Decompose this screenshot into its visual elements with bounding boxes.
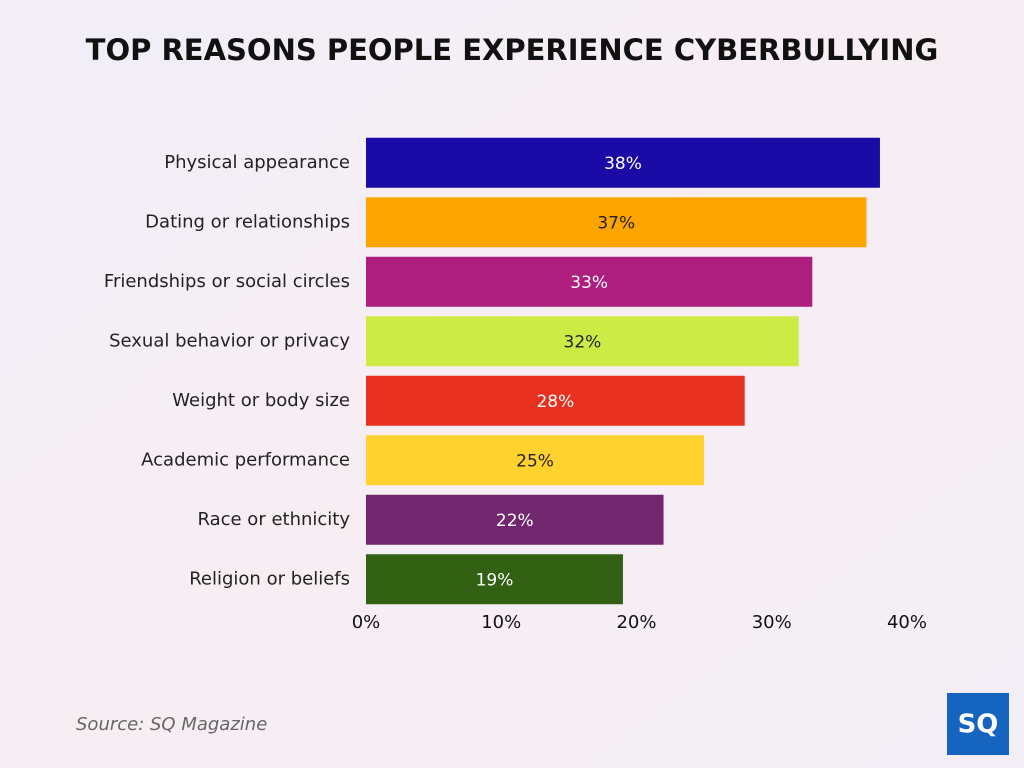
y-tick-label: Religion or beliefs: [189, 568, 350, 589]
bar: [366, 554, 623, 605]
y-tick-label: Physical appearance: [164, 152, 350, 173]
value-label: 19%: [476, 570, 514, 590]
chart-title: TOP REASONS PEOPLE EXPERIENCE CYBERBULLY…: [86, 33, 939, 67]
value-label: 32%: [564, 332, 602, 352]
x-tick-label: 30%: [752, 612, 792, 633]
y-tick-label: Friendships or social circles: [104, 271, 350, 292]
y-tick-label: Weight or body size: [172, 390, 350, 411]
value-label: 33%: [570, 273, 608, 293]
value-label: 28%: [536, 392, 574, 412]
bar: [366, 197, 867, 248]
x-tick-label: 40%: [887, 612, 927, 633]
value-label: 37%: [597, 213, 635, 233]
logo-box: [947, 693, 1009, 755]
y-tick-label: Race or ethnicity: [197, 509, 350, 530]
x-tick-label: 10%: [481, 612, 521, 633]
y-tick-label: Sexual behavior or privacy: [109, 330, 350, 351]
bar: [366, 137, 880, 188]
x-tick-label: 0%: [352, 612, 381, 633]
y-tick-label: Dating or relationships: [145, 211, 350, 232]
value-label: 22%: [496, 511, 534, 531]
bar: [366, 375, 745, 426]
logo: SQ: [958, 710, 999, 740]
bar: [366, 316, 799, 367]
x-tick-label: 20%: [616, 612, 656, 633]
bar: [366, 256, 813, 307]
bar: [366, 494, 664, 545]
value-label: 38%: [604, 154, 642, 174]
source: Source: SQ Magazine: [76, 714, 267, 735]
y-tick-label: Academic performance: [141, 449, 350, 470]
value-label: 25%: [516, 451, 554, 471]
bar: [366, 435, 705, 486]
